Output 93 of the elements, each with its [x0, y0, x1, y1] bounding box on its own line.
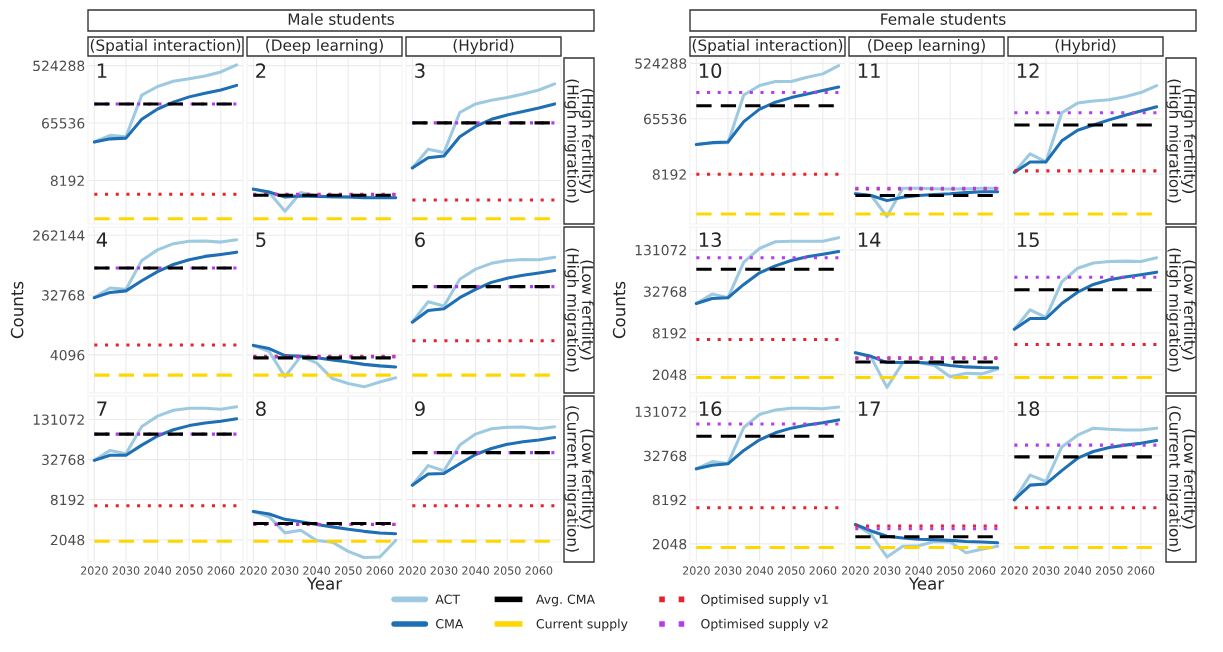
- y-tick-label: 131072: [33, 414, 84, 425]
- annotation: 11: [858, 63, 880, 78]
- y-tick-label: 32768: [644, 450, 687, 462]
- chart-subtitle: (Hybrid): [453, 39, 514, 54]
- annotation: 5: [256, 232, 266, 248]
- annotation: 13: [699, 232, 721, 248]
- y2-axis-title: (High fertility) (High migration): [564, 79, 594, 203]
- x-tick-label: 2050: [175, 566, 203, 575]
- y-tick-label: 65536: [644, 113, 687, 125]
- y-tick-label: 131072: [635, 406, 686, 418]
- x-tick-label: 2060: [366, 566, 394, 575]
- chart-title: Male students: [288, 13, 394, 25]
- chart-subtitle: (Spatial interaction): [692, 39, 843, 54]
- legend-label: ACT: [435, 594, 461, 604]
- x-tick-label: 2060: [207, 566, 235, 575]
- x-tick-label: 2060: [1127, 566, 1155, 575]
- x-tick-label: 2030: [271, 566, 299, 575]
- y-tick-label: 8192: [652, 328, 686, 339]
- annotation: 4: [96, 232, 108, 247]
- y-tick-label: 8192: [652, 494, 686, 506]
- x-tick-label: 2020: [240, 566, 267, 575]
- x-tick-label: 2020: [399, 566, 426, 575]
- annotation: 14: [858, 232, 881, 247]
- y-tick-label: 2048: [50, 534, 85, 546]
- x-tick-label: 2050: [777, 566, 805, 575]
- chart-title: Female students: [881, 13, 1006, 25]
- y2-axis-title: (Low fertility) (Current migration): [564, 406, 594, 552]
- annotation: 16: [699, 401, 722, 417]
- chart-subtitle: (Deep learning): [266, 39, 383, 54]
- annotation: 3: [415, 63, 425, 79]
- x-axis-title: Year: [306, 577, 343, 590]
- y-tick-label: 524288: [635, 58, 687, 69]
- y2-axis-title: (Low fertility) (High migration): [1166, 248, 1196, 372]
- x-tick-label: 2030: [714, 566, 742, 575]
- annotation: 15: [1017, 232, 1039, 248]
- annotation: 9: [414, 401, 425, 417]
- x-tick-label: 2030: [873, 566, 901, 575]
- annotation: 18: [1017, 401, 1040, 417]
- x-tick-label: 2050: [493, 566, 521, 575]
- x-tick-label: 2040: [144, 566, 171, 575]
- legend-label: Current supply: [536, 618, 628, 631]
- x-tick-label: 2030: [430, 566, 458, 575]
- x-tick-label: 2020: [683, 566, 710, 575]
- x-tick-label: 2060: [968, 566, 996, 575]
- annotation: 17: [858, 401, 880, 416]
- y-tick-label: 4096: [50, 349, 85, 361]
- y-tick-label: 2048: [652, 369, 687, 381]
- y-tick-label: 262144: [33, 230, 85, 241]
- x-tick-label: 2040: [746, 566, 773, 575]
- y2-axis-title: (Low fertility) (High migration): [564, 248, 594, 372]
- x-tick-label: 2030: [1032, 566, 1060, 575]
- annotation: 12: [1017, 63, 1039, 78]
- chart-subtitle: (Spatial interaction): [90, 39, 241, 54]
- x-tick-label: 2050: [936, 566, 964, 575]
- y2-axis-title: (High fertility) (High migration): [1166, 79, 1196, 203]
- annotation: 2: [256, 63, 266, 78]
- legend-label: Avg. CMA: [536, 594, 595, 607]
- x-tick-label: 2040: [905, 566, 932, 575]
- y-tick-label: 8192: [50, 175, 84, 187]
- annotation: 1: [97, 63, 107, 78]
- x-tick-label: 2060: [809, 566, 837, 575]
- annotation: 8: [256, 401, 266, 417]
- x-tick-label: 2060: [525, 566, 553, 575]
- y-axis-title: Counts: [612, 281, 626, 339]
- y-tick-label: 65536: [42, 118, 85, 129]
- y2-axis-title: (Low fertility) (Current migration): [1166, 406, 1196, 552]
- y-tick-label: 2048: [652, 538, 687, 550]
- x-tick-label: 2040: [303, 566, 330, 575]
- x-tick-label: 2030: [112, 566, 140, 575]
- x-tick-label: 2050: [334, 566, 362, 575]
- chart-subtitle: (Deep learning): [868, 39, 985, 54]
- x-tick-label: 2020: [81, 566, 108, 575]
- legend-label: CMA: [436, 619, 464, 629]
- x-tick-label: 2020: [1001, 566, 1028, 575]
- x-tick-label: 2040: [462, 566, 489, 575]
- y-tick-label: 32768: [644, 286, 687, 297]
- chart-subtitle: (Hybrid): [1055, 39, 1116, 54]
- y-tick-label: 8192: [50, 494, 84, 506]
- x-tick-label: 2020: [842, 566, 869, 575]
- y-tick-label: 32768: [42, 454, 85, 466]
- y-tick-label: 8192: [652, 169, 686, 180]
- y-tick-label: 32768: [42, 290, 85, 301]
- x-axis-title: Year: [908, 577, 945, 590]
- y-axis-title: Counts: [10, 281, 24, 339]
- annotation: 10: [699, 63, 722, 79]
- y-tick-label: 131072: [635, 244, 686, 256]
- annotation: 7: [97, 401, 107, 416]
- x-tick-label: 2040: [1064, 566, 1091, 575]
- y-tick-label: 524288: [33, 60, 85, 72]
- annotation: 6: [415, 232, 425, 248]
- legend-label: Optimised supply v1: [701, 594, 828, 607]
- x-tick-label: 2050: [1095, 566, 1123, 575]
- legend-label: Optimised supply v2: [701, 618, 828, 631]
